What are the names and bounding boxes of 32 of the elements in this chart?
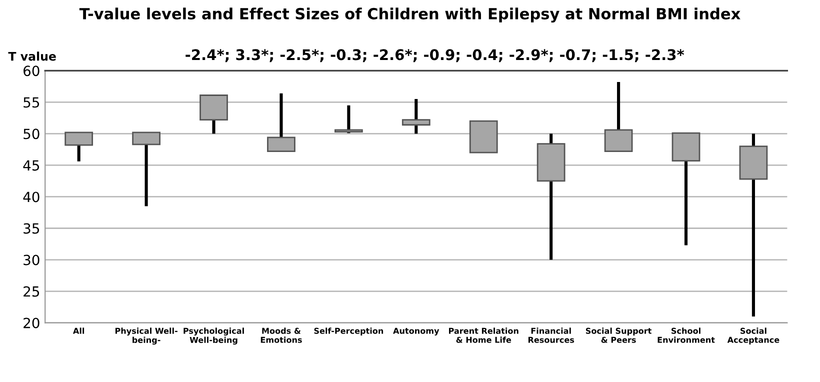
y-tick-label: 60 <box>24 66 40 76</box>
y-tick-label: 25 <box>24 286 40 297</box>
candlestick <box>469 120 498 154</box>
x-tick-label: Social Acceptance <box>727 328 780 344</box>
y-tick-label: 45 <box>23 160 40 171</box>
candlestick <box>267 93 296 152</box>
y-tick-label: 50 <box>24 128 40 140</box>
candlestick <box>739 134 768 316</box>
candlestick <box>132 132 160 206</box>
y-tick-label: 20 <box>24 318 40 328</box>
x-tick-label: Physical Well- being- <box>115 328 178 345</box>
y-tick-label: 40 <box>23 192 40 202</box>
x-tick-label: All <box>72 328 84 334</box>
x-tick-label: Parent Relation & Home Life <box>449 328 518 343</box>
x-tick-label: School Environment <box>658 328 715 343</box>
y-tick-label: 35 <box>24 223 40 234</box>
y-tick-label: 30 <box>24 254 40 266</box>
x-tick-label: Social Support & Peers <box>586 328 652 343</box>
candlestick <box>64 132 94 162</box>
y-tick-label: 55 <box>24 97 40 108</box>
candlestick <box>672 132 700 246</box>
text: T value <box>8 52 56 61</box>
candlestick <box>200 94 228 134</box>
text: -2.4*; 3.3*; -2.5*; -0.3; -2.6*; -0.9; -0.4; -2.9*; -0.7; -1.5; -2.3* <box>186 49 684 62</box>
x-tick-label: Psychological Well-being <box>184 328 244 345</box>
x-tick-label: Financial Resources <box>528 328 574 343</box>
candlestick <box>536 134 566 260</box>
candlestick <box>604 82 633 152</box>
x-tick-label: Self-Perception <box>314 328 384 336</box>
x-tick-label: Autonomy <box>393 328 440 336</box>
chart-title: T-value levels and Effect Sizes of Children with Epilepsy at Normal BMI index <box>79 8 740 23</box>
x-tick-label: Moods & Emotions <box>260 328 302 343</box>
